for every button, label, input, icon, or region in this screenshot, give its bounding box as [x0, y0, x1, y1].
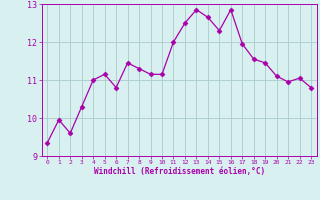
X-axis label: Windchill (Refroidissement éolien,°C): Windchill (Refroidissement éolien,°C) [94, 167, 265, 176]
